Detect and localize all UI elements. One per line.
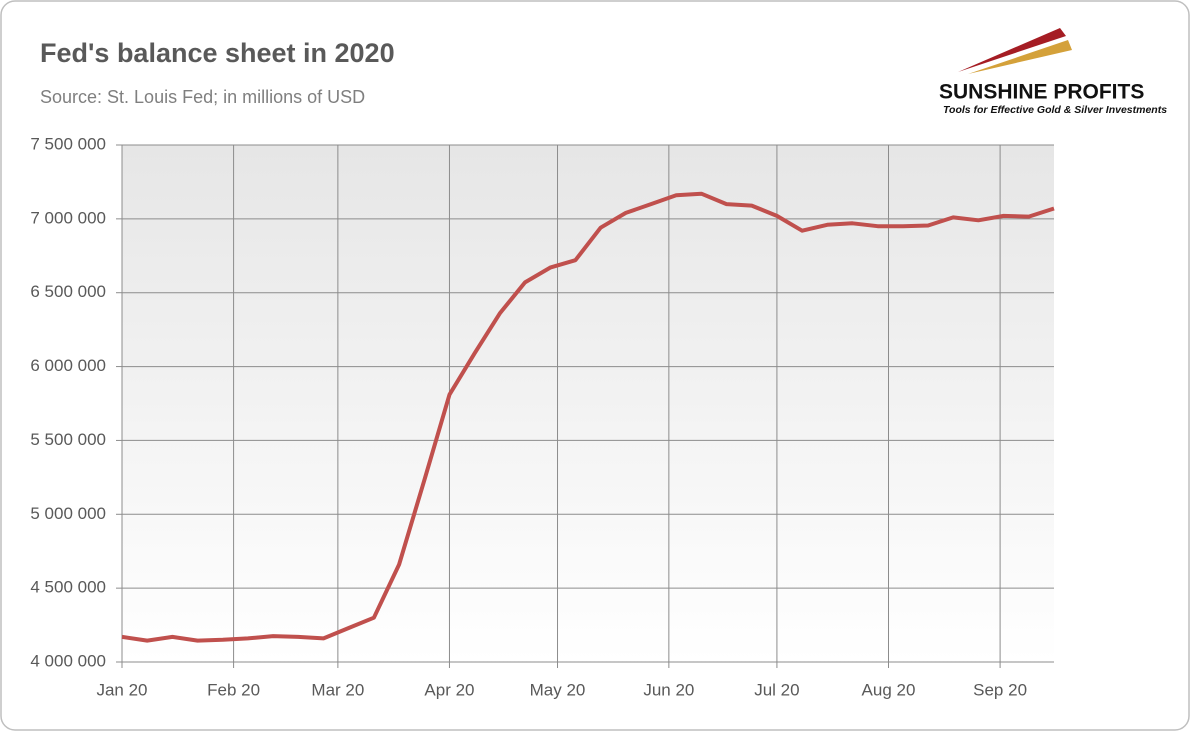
logo: SUNSHINE PROFITS Tools for Effective Gol…	[939, 28, 1167, 116]
y-tick-label: 7 000 000	[30, 208, 106, 227]
x-tick-label: Feb 20	[207, 680, 260, 699]
x-tick-label: Aug 20	[862, 680, 916, 699]
plot-area	[122, 145, 1054, 662]
x-tick-label: Mar 20	[311, 680, 364, 699]
x-tick-label: May 20	[530, 680, 586, 699]
x-tick-label: Sep 20	[973, 680, 1027, 699]
y-tick-label: 6 500 000	[30, 282, 106, 301]
x-tick-label: Apr 20	[424, 680, 474, 699]
logo-name: SUNSHINE PROFITS	[939, 81, 1144, 104]
y-tick-label: 6 000 000	[30, 356, 106, 375]
x-tick-label: Jul 20	[754, 680, 799, 699]
chart-subtitle: Source: St. Louis Fed; in millions of US…	[40, 87, 365, 107]
logo-swoosh	[968, 40, 1072, 74]
y-tick-label: 7 500 000	[30, 134, 106, 153]
logo-swoosh	[958, 28, 1066, 72]
x-tick-label: Jun 20	[643, 680, 694, 699]
logo-tagline: Tools for Effective Gold & Silver Invest…	[943, 104, 1167, 116]
chart-title: Fed's balance sheet in 2020	[40, 38, 395, 68]
y-tick-label: 5 500 000	[30, 430, 106, 449]
y-tick-label: 5 000 000	[30, 504, 106, 523]
y-tick-label: 4 500 000	[30, 578, 106, 597]
x-tick-label: Jan 20	[96, 680, 147, 699]
line	[121, 191, 1055, 643]
y-tick-label: 4 000 000	[30, 651, 106, 670]
